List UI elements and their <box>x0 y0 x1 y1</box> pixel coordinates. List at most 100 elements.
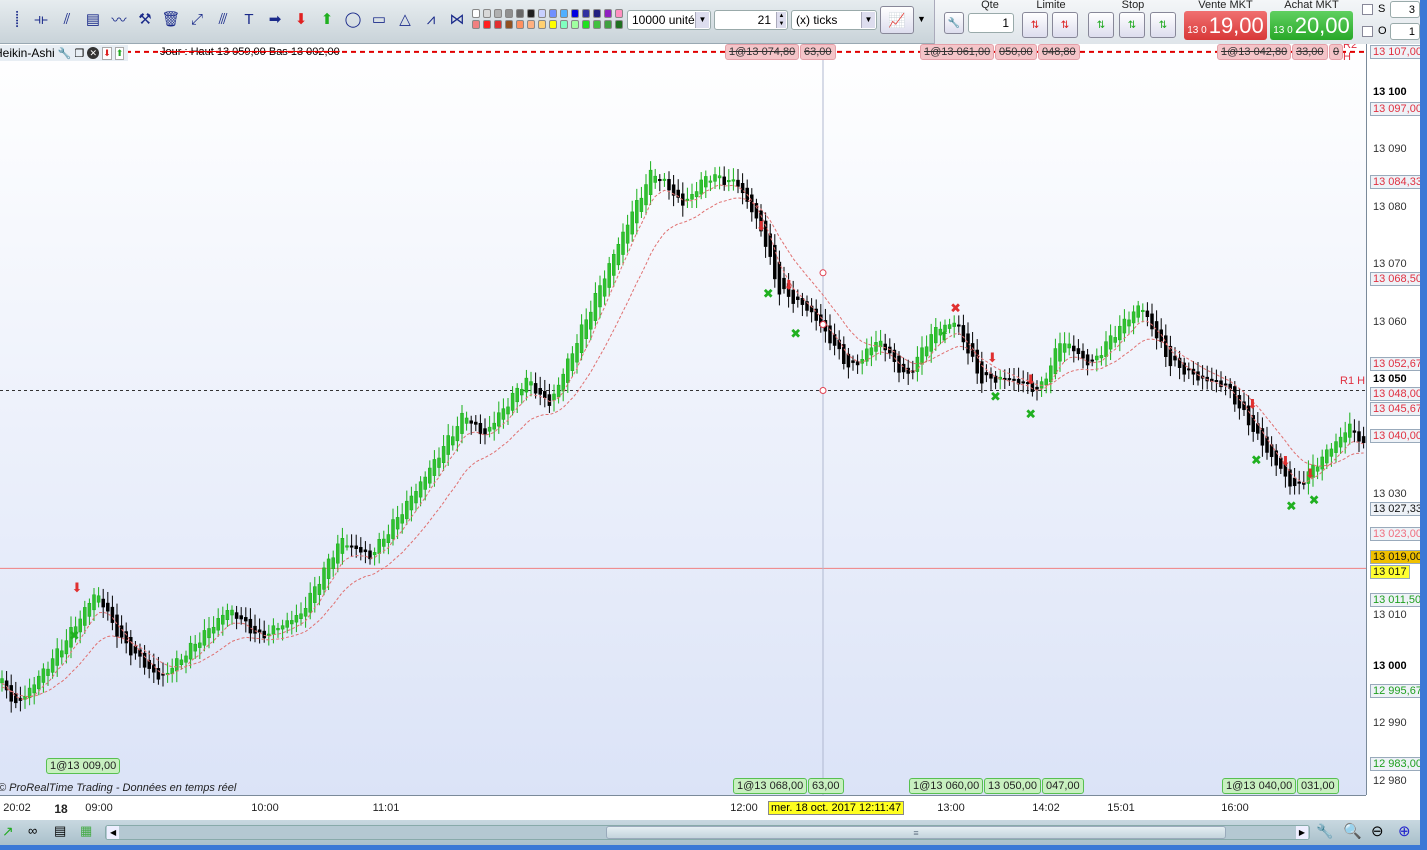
price-chart[interactable]: ⬇ ✖ ⬇ ✖ ⬇ ✖ ⬆ ✖ ⬇ ✖ ⬇ ✖ ⬇ ✖ ⬇ ⬇ ✖ ✖ Heikin-Ashi 🔧 ❐ ✕ ⬇ ⬆… <box>0 44 1366 795</box>
chevron-down-icon[interactable]: ▼ <box>861 12 875 28</box>
color-swatch[interactable] <box>483 9 491 18</box>
pending-order-label[interactable]: 1@13 061,00 <box>920 44 995 60</box>
color-swatch[interactable] <box>604 9 612 18</box>
color-swatch[interactable] <box>516 20 524 29</box>
color-swatch[interactable] <box>593 20 601 29</box>
filled-order-label[interactable]: 1@13 060,00 <box>909 778 984 794</box>
segment-icon[interactable]: ⤢ <box>190 10 203 28</box>
link-icon[interactable]: ∞ <box>28 823 38 838</box>
color-swatch[interactable] <box>516 9 524 18</box>
color-swatch[interactable] <box>527 20 535 29</box>
ticks-unit-select[interactable]: (x) ticks ▼ <box>791 10 877 30</box>
pending-order-label[interactable]: 1@13 074,80 <box>725 44 800 60</box>
filled-order-label[interactable]: 13 050,00 <box>984 778 1041 794</box>
ticks-spinner[interactable]: 21 ▲ ▼ <box>714 10 788 30</box>
price-axis[interactable]: 13 100 13 090 13 080 13 070 13 060 13 050 13 0… <box>1366 44 1420 795</box>
color-swatch[interactable] <box>483 20 491 29</box>
stop-buy-button[interactable]: ⇅ <box>1088 12 1114 38</box>
buy-signal-icon[interactable]: ⬆ <box>114 46 125 60</box>
color-swatch[interactable] <box>505 20 513 29</box>
zoom-out-icon[interactable]: ⊖ <box>1371 823 1384 840</box>
indicators-button[interactable]: 📈 <box>880 6 914 34</box>
scroll-right-icon[interactable]: ▶ <box>1295 826 1308 839</box>
chart-settings-icon[interactable]: 🔧 <box>1316 823 1334 839</box>
horizontal-scrollbar[interactable]: ◀ ≡ ▶ <box>105 825 1310 840</box>
color-swatch[interactable] <box>571 9 579 18</box>
buy-market-button[interactable]: 13 0 20,00 <box>1270 11 1353 40</box>
color-swatch[interactable] <box>538 20 546 29</box>
text-icon[interactable]: T <box>244 10 254 28</box>
color-swatch[interactable] <box>571 20 579 29</box>
trend-channel-icon[interactable]: 〰 <box>111 11 127 29</box>
color-swatch[interactable] <box>527 9 535 18</box>
color-swatch[interactable] <box>472 20 480 29</box>
pending-order-label[interactable]: 1@13 042,80 <box>1217 44 1292 60</box>
pending-order-label[interactable]: 33,00 <box>1292 44 1328 60</box>
time-axis[interactable]: 20:02 18 09:00 10:00 11:01 12:00 13:00 14:02 15:… <box>0 795 1366 820</box>
color-swatch[interactable] <box>505 9 513 18</box>
filled-order-label[interactable]: 1@13 068,00 <box>733 778 808 794</box>
chart-pattern-icon[interactable]: ⩘ <box>426 10 436 28</box>
pending-order-label[interactable]: 63,00 <box>800 44 836 60</box>
stop-sell-button[interactable]: ⇅ <box>1119 12 1145 38</box>
filled-order-label[interactable]: 63,00 <box>808 778 844 794</box>
settings-button[interactable]: 🔧 <box>944 12 964 34</box>
limit-sell-button[interactable]: ⇅ <box>1052 12 1078 38</box>
color-swatch[interactable] <box>582 9 590 18</box>
chart-export-icon[interactable]: ↗ <box>2 823 14 839</box>
quantity-unit-select[interactable]: 10000 unités ▼ <box>627 10 711 30</box>
pending-order-label[interactable]: 050,00 <box>995 44 1037 60</box>
parallel-lines-icon[interactable]: ⫽ <box>63 10 71 28</box>
close-icon[interactable]: ✕ <box>87 47 100 59</box>
arrow-right-icon[interactable]: ➡ <box>268 11 282 28</box>
color-swatch[interactable] <box>472 9 480 18</box>
spinner-arrows-icon[interactable]: ▲ ▼ <box>776 12 786 28</box>
auto-zoom-icon[interactable]: 🔍 <box>1343 823 1362 840</box>
filled-order-label[interactable]: 1@13 009,00 <box>46 758 121 774</box>
color-swatch[interactable] <box>538 9 546 18</box>
color-swatch[interactable] <box>560 9 568 18</box>
ellipse-icon[interactable]: ◯ <box>344 11 362 28</box>
line-icon[interactable]: ⫻ <box>218 10 228 28</box>
fan-icon[interactable]: ⋈ <box>449 11 465 28</box>
indicators-dropdown-icon[interactable]: ▼ <box>917 14 926 24</box>
wrench-icon[interactable]: 🔧 <box>57 47 72 60</box>
color-swatch[interactable] <box>615 20 623 29</box>
color-swatch[interactable] <box>604 20 612 29</box>
filled-order-label[interactable]: 1@13 040,00 <box>1222 778 1297 794</box>
color-swatch[interactable] <box>549 20 557 29</box>
arrow-up-green-icon[interactable]: ⬆ <box>320 11 334 28</box>
s-checkbox[interactable] <box>1362 4 1373 15</box>
color-swatch[interactable] <box>549 9 557 18</box>
filled-order-label[interactable]: 031,00 <box>1297 778 1339 794</box>
color-swatch[interactable] <box>593 9 601 18</box>
s-input[interactable]: 3 <box>1390 1 1420 18</box>
fibonacci-icon[interactable]: ▤ <box>85 11 101 28</box>
sell-signal-icon[interactable]: ⬇ <box>102 46 112 60</box>
chevron-down-icon[interactable]: ▼ <box>695 12 709 28</box>
pending-order-label[interactable]: 0 <box>1329 44 1344 60</box>
trash-icon[interactable]: 🗑 <box>161 11 181 28</box>
qte-input[interactable]: 1 <box>968 13 1014 33</box>
color-swatch[interactable] <box>615 9 623 18</box>
arrow-down-red-icon[interactable]: ⬇ <box>294 11 308 28</box>
o-input[interactable]: 1 <box>1390 23 1420 40</box>
rectangle-icon[interactable]: ▭ <box>371 11 387 28</box>
scroll-thumb[interactable]: ≡ <box>606 826 1226 839</box>
color-swatch[interactable] <box>560 20 568 29</box>
vertical-line-icon[interactable]: ⸽ <box>15 11 19 28</box>
order-book-icon[interactable]: ▦ <box>80 823 93 838</box>
sell-market-button[interactable]: 13 0 19,00 <box>1184 11 1267 40</box>
stop-limit-button[interactable]: ⇅ <box>1150 12 1176 38</box>
tools-icon[interactable]: ⚒ <box>138 11 152 28</box>
color-swatch[interactable] <box>582 20 590 29</box>
color-swatch[interactable] <box>494 20 502 29</box>
windows-icon[interactable]: ❐ <box>74 47 85 60</box>
zoom-in-icon[interactable]: ⊕ <box>1398 823 1411 840</box>
notes-icon[interactable]: ▤ <box>54 823 67 838</box>
scroll-left-icon[interactable]: ◀ <box>107 826 120 839</box>
horizontal-segment-icon[interactable]: ⟛ <box>34 10 48 28</box>
o-checkbox[interactable] <box>1362 26 1373 37</box>
limit-buy-button[interactable]: ⇅ <box>1022 12 1048 38</box>
color-swatch[interactable] <box>494 9 502 18</box>
